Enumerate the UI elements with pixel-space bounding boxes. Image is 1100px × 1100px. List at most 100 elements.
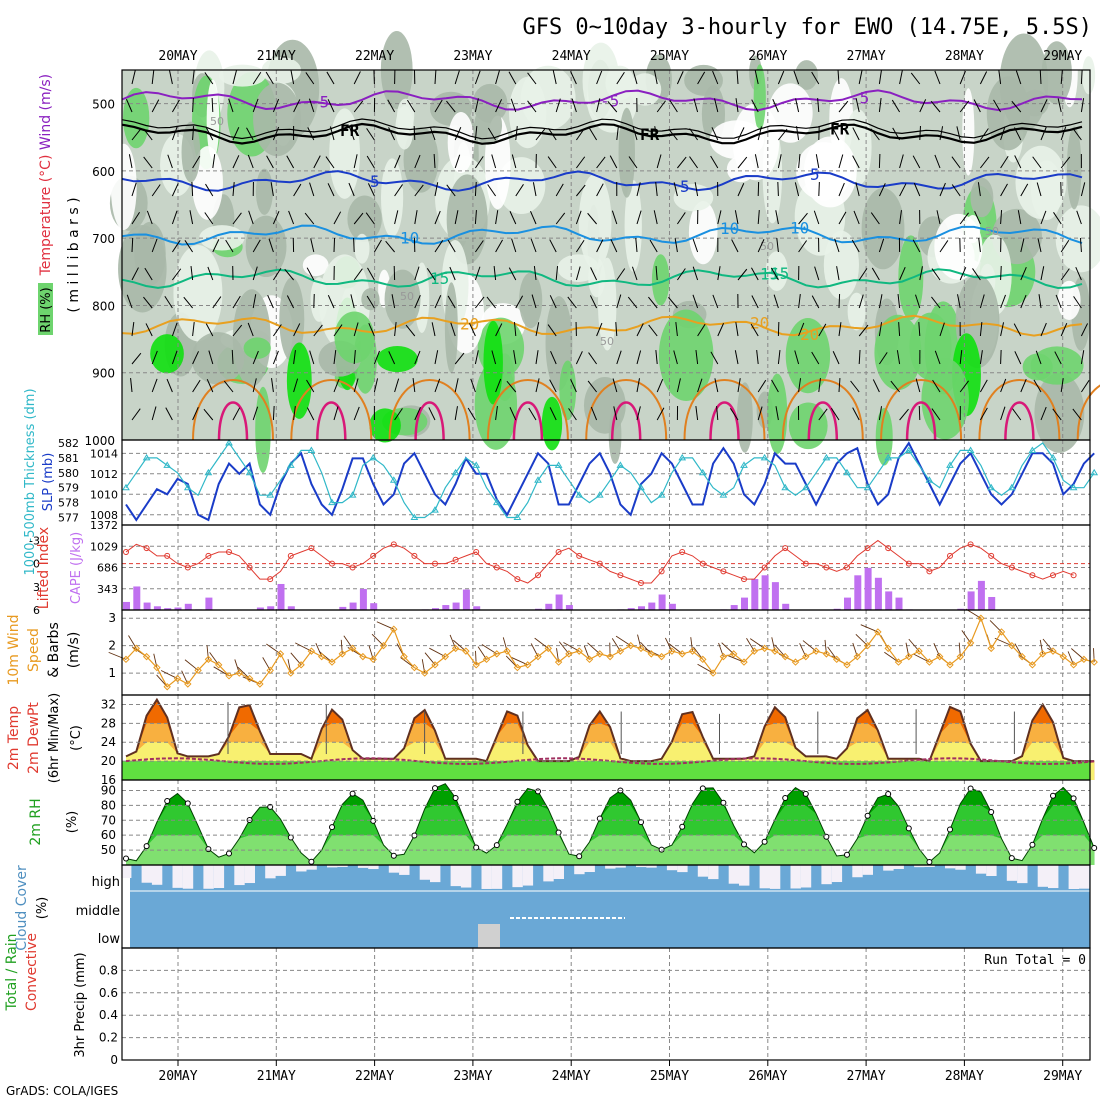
rh-cell <box>354 233 370 264</box>
lifted-index-point <box>864 545 871 552</box>
wind-barb <box>189 210 194 225</box>
wind-barb <box>611 210 618 225</box>
wind10-barb <box>510 656 528 666</box>
wind10-point <box>802 652 810 661</box>
lifted-index-point <box>844 564 850 571</box>
wind-barb <box>286 155 295 169</box>
rh2-point <box>308 858 315 865</box>
wind-barb <box>353 154 358 169</box>
wind-barb <box>1080 182 1086 197</box>
isotherm-line <box>121 118 1083 140</box>
wind-barb <box>1054 351 1062 365</box>
wind-barb <box>548 128 557 141</box>
wind-barb <box>977 182 981 197</box>
wind-barb <box>1011 100 1022 113</box>
lifted-index-point <box>782 545 789 552</box>
wind10-point <box>966 639 975 647</box>
wind10-point <box>451 644 460 653</box>
thickness-tick-label: 582 <box>58 437 79 450</box>
cloud-clear-gap <box>357 865 369 868</box>
wind-barb <box>232 324 243 337</box>
wind-barb <box>247 154 254 169</box>
cape-bar <box>473 606 481 610</box>
wind-barb <box>547 156 557 169</box>
wind10-point <box>142 652 151 661</box>
wind-barb <box>368 322 375 337</box>
cape-bar <box>854 575 862 610</box>
precip-tick-label: 0 <box>110 1053 118 1067</box>
wind10-point <box>503 647 511 655</box>
slp-line <box>125 441 1095 522</box>
isotherm-line <box>192 379 274 441</box>
thickness-tick-label: 577 <box>58 512 79 525</box>
wind-barb <box>1080 69 1083 85</box>
wind-barb <box>714 378 719 393</box>
isotherm-label: 5 <box>680 177 690 196</box>
wind-barb <box>306 267 315 281</box>
lifted-index-point <box>184 564 191 571</box>
wind10-point <box>740 658 748 666</box>
rh2-area-light <box>126 835 1095 865</box>
thickness-point <box>307 446 316 453</box>
wind-barb <box>373 239 382 253</box>
wind-barb <box>668 128 678 141</box>
wind10-barb <box>640 641 652 655</box>
wind-barb <box>959 380 969 393</box>
wind-barb <box>1036 182 1042 197</box>
wind-barb <box>171 268 182 281</box>
thickness-point <box>204 468 213 476</box>
wind-barb <box>434 182 439 197</box>
wind-barb <box>267 295 274 309</box>
wind-barb <box>1020 378 1027 393</box>
wind-barb <box>366 155 375 169</box>
rh-cell <box>765 251 788 291</box>
wind-barb <box>590 267 598 281</box>
wind-barb <box>293 378 299 393</box>
thickness-point <box>534 476 542 483</box>
panel-frame <box>121 947 1091 1061</box>
wind-barb <box>793 70 800 85</box>
wind-barb <box>151 70 155 85</box>
rh-cell <box>255 168 273 215</box>
wind-barb <box>918 322 921 337</box>
wind-barb <box>434 99 443 113</box>
wind10-point <box>637 644 645 653</box>
cloud-clear-gap <box>852 865 863 878</box>
lifted-index-point <box>967 541 974 548</box>
wind-barb <box>549 295 557 309</box>
wind-barb <box>570 379 577 393</box>
wind10-barb <box>266 643 281 655</box>
dewpoint-area <box>122 761 1090 780</box>
wind-barb <box>394 378 400 393</box>
thickness-point <box>245 468 254 476</box>
wind-barb <box>632 70 638 85</box>
wind-barb <box>454 210 459 225</box>
wind-barb <box>212 154 216 169</box>
cloud-low-gap <box>478 924 500 948</box>
wind-barb <box>252 294 257 309</box>
wind-barb <box>571 98 577 113</box>
wind10-barb <box>884 651 899 663</box>
wind-barb <box>734 210 739 225</box>
wind-barb <box>394 408 403 421</box>
wind-barb <box>447 295 456 309</box>
thickness-point <box>451 468 460 476</box>
wind-barb <box>272 210 280 225</box>
rh-cell <box>1041 41 1072 105</box>
lifted-index-point <box>1029 572 1036 579</box>
wind-barb <box>899 210 902 225</box>
cloud-clear-gap <box>450 865 461 887</box>
cape-bar <box>741 597 748 610</box>
wind-barb <box>272 350 279 365</box>
wind-barb <box>956 126 961 141</box>
isotherm-label: 15 <box>430 269 449 288</box>
wind-barb <box>852 127 860 141</box>
wind-barb <box>1000 378 1007 393</box>
rh2-point <box>349 790 356 797</box>
thickness-point <box>1069 483 1078 491</box>
wind10-point <box>1090 658 1098 666</box>
temp-ylabel-3: (6hr Min/Max) <box>47 693 62 783</box>
wind-barb <box>951 184 961 197</box>
rh-cell <box>582 42 620 120</box>
lifted-index-point <box>576 552 583 559</box>
